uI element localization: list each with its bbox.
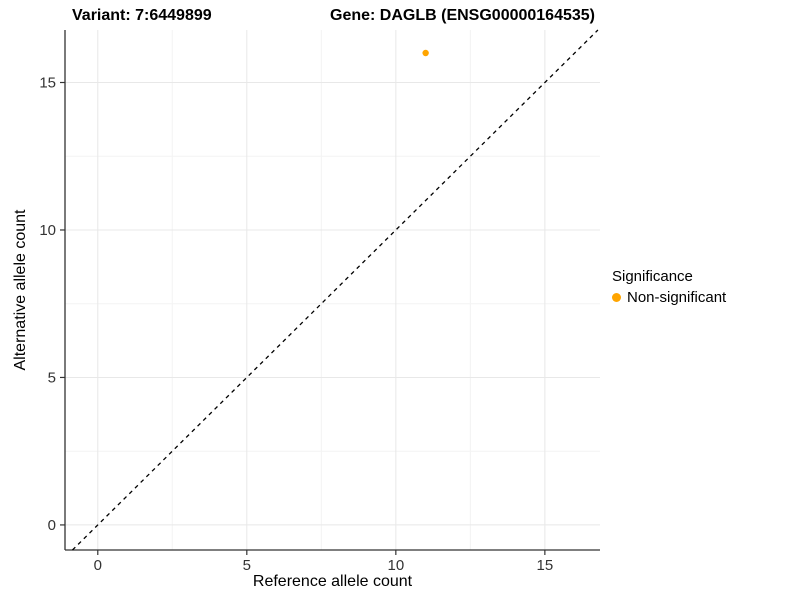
x-tick-label: 15 [537,557,554,574]
y-tick-label: 0 [48,517,56,534]
legend-title: Significance [612,268,693,285]
y-tick-label: 10 [39,222,56,239]
legend: Significance Non-significant [612,268,726,306]
legend-marker-dot-icon [612,293,621,302]
variant-title: Variant: 7:6449899 [72,7,212,24]
y-tick-label: 15 [39,75,56,92]
legend-item: Non-significant [612,289,726,306]
y-tick-label: 5 [48,369,56,386]
x-tick-label: 5 [243,557,251,574]
gene-title: Gene: DAGLB (ENSG00000164535) [330,7,595,24]
x-tick-label: 0 [94,557,102,574]
x-tick-label: 10 [387,557,404,574]
x-axis-title: Reference allele count [252,573,413,590]
data-point [422,49,429,57]
identity-line [71,29,599,551]
legend-item-label: Non-significant [627,289,727,306]
